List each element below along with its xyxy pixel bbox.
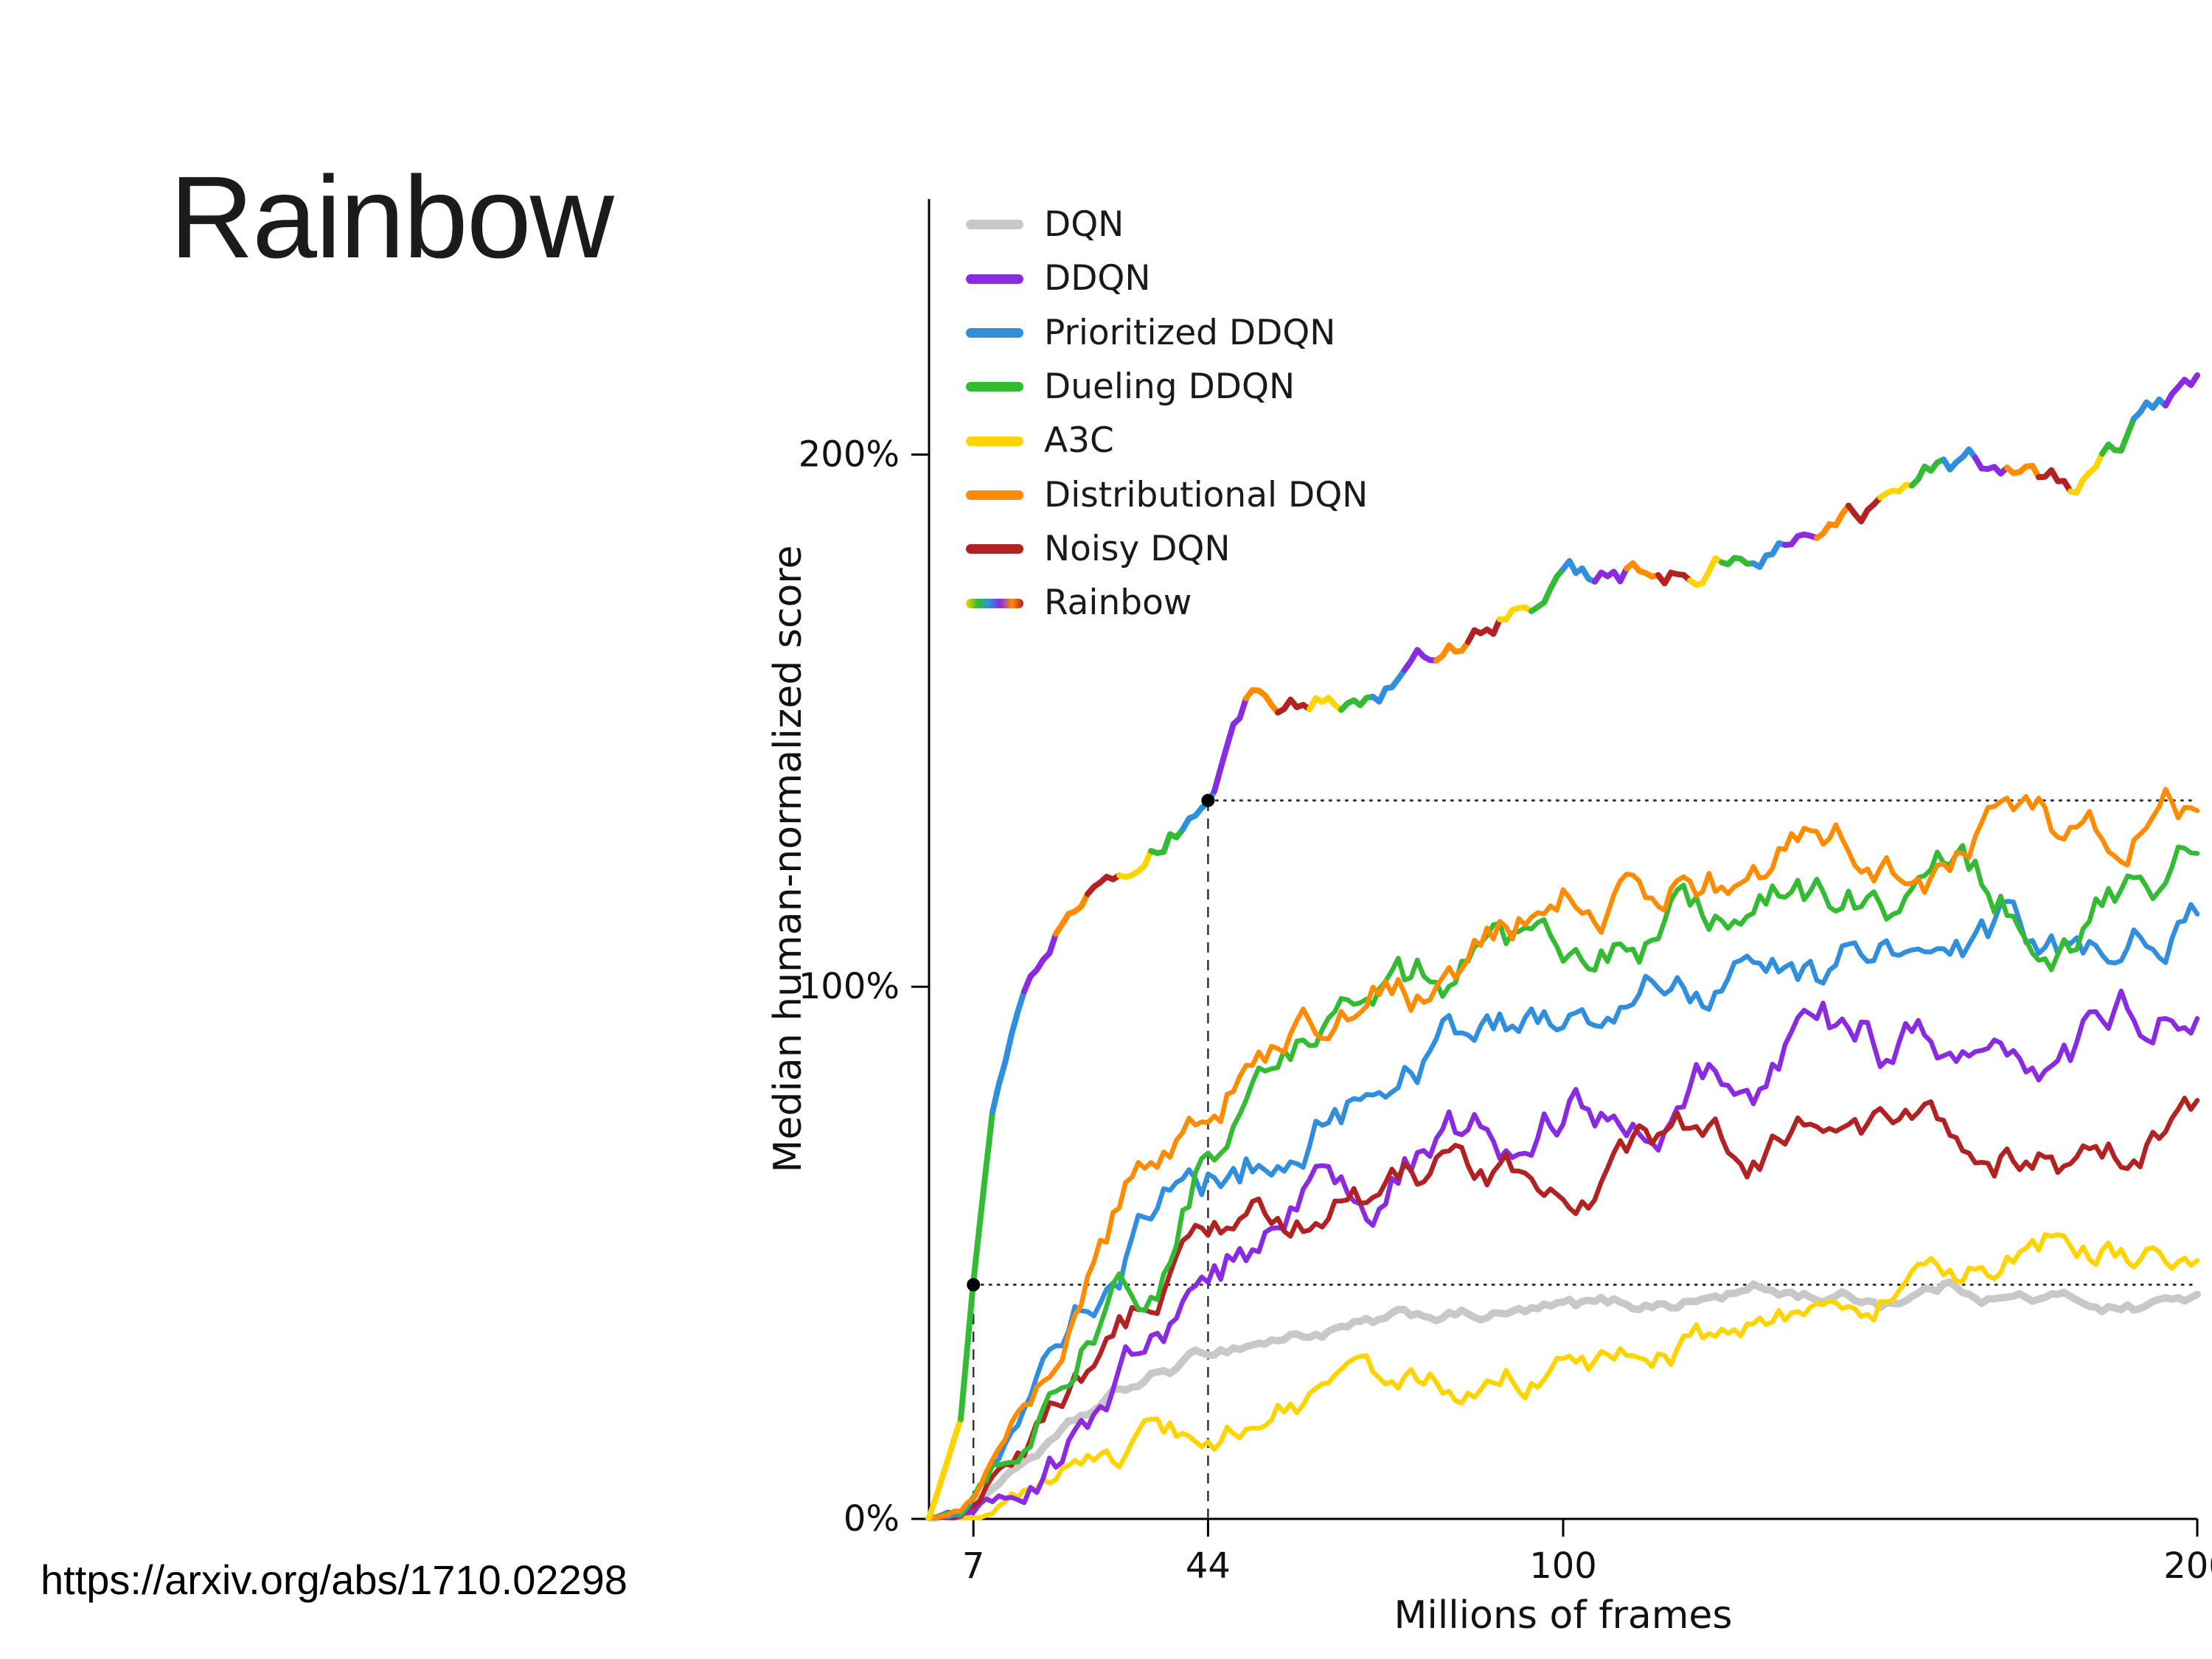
marker-dot-7 [967,1278,981,1292]
legend-item-prioritized-ddqn: Prioritized DDQN [966,312,1368,353]
y-axis-label: Median human-normalized score [767,545,810,1172]
series-line-rainbow-segment [1972,454,2010,477]
series-line-rainbow-segment [1243,686,1281,716]
y-tick-label: 100% [799,966,900,1007]
series-line-rainbow-segment [1560,557,1598,585]
legend-item-dqn: DQN [966,206,1368,243]
series-line-rainbow-segment [1814,502,1851,541]
series-line-rainbow-segment [1846,494,1883,525]
chart-legend: DQN DDQN Prioritized DDQN Dueling DDQN A… [966,206,1368,622]
chart-area: 0% 100% 200% 7 44 100 200 Millions of frames Med… [767,133,2212,1637]
series-line-rainbow-segment [1687,555,1725,588]
legend-swatch-distributional-dqn-icon [966,490,1023,500]
series-line-rainbow-segment [2004,462,2042,481]
series-line-rainbow-segment [1275,696,1312,716]
legend-label-ddqn: DDQN [1044,258,1151,299]
legend-item-distributional-dqn: Distributional DQN [966,474,1368,515]
series-line-distributional-dqn [926,787,2200,1520]
legend-label-prioritized-ddqn: Prioritized DDQN [1044,312,1336,353]
series-line-rainbow-segment [1338,694,1376,713]
x-tick-label: 200 [2163,1545,2212,1587]
series-line-rainbow-segment [1116,848,1154,880]
series-line-rainbow-segment [990,988,1027,1116]
series-line-rainbow-segment [1148,827,1186,856]
series-line-rainbow-segment [1750,540,1788,570]
series-line-rainbow-segment [1085,872,1122,897]
series-line-rainbow-segment [1909,456,1947,489]
series-line-rainbow-segment [1877,481,1915,501]
x-tick-label: 100 [1529,1545,1597,1587]
series-line-rainbow-segment [1370,667,1408,705]
series-line-rainbow-segment [1021,931,1059,995]
x-tick-label: 7 [962,1545,985,1587]
y-tick-label: 0% [844,1498,900,1540]
legend-label-noisy-dqn: Noisy DQN [1044,529,1231,570]
legend-label-dueling-ddqn: Dueling DDQN [1044,366,1295,408]
series-line-dqn [925,1278,2201,1522]
series-line-rainbow-segment [2131,396,2168,422]
legend-swatch-rainbow-icon [966,598,1023,608]
legend-item-dueling-ddqn: Dueling DDQN [966,369,1368,405]
legend-swatch-dqn-icon [966,220,1023,230]
legend-label-dqn: DQN [1044,204,1124,245]
series-line-rainbow-segment [2067,451,2105,496]
series-line-rainbow-segment [2163,372,2200,408]
series-line-rainbow-segment [1655,569,1693,587]
series-line-rainbow-segment [1941,446,1978,473]
legend-swatch-ddqn-icon [966,274,1023,284]
series-line-ddqn [926,988,2200,1520]
series-line-rainbow-segment [2036,467,2073,495]
series-line-rainbow-segment [1528,566,1566,614]
series-line-rainbow-segment [1497,604,1534,623]
x-axis-label: Millions of frames [1394,1593,1733,1637]
series-line-rainbow-segment [926,1416,964,1521]
series-line-rainbow-segment [958,1109,995,1422]
series-line-rainbow-segment [1307,695,1344,713]
line-chart-svg: 0% 100% 200% 7 44 100 200 Millions of frames Med… [767,199,2212,1637]
legend-swatch-dueling-ddqn-icon [966,382,1023,392]
source-url[interactable]: https://arxiv.org/abs/1710.02298 [41,1557,627,1603]
series-line-rainbow-segment [1465,616,1503,645]
legend-swatch-noisy-dqn-icon [966,544,1023,554]
series-line-prioritized-ddqn [926,899,2200,1520]
series-line-rainbow-segment [1782,531,1820,548]
series-line-rainbow-segment [1433,639,1471,664]
legend-item-rainbow: Rainbow [966,582,1368,624]
series-line-noisy-dqn [926,1096,2200,1520]
series-line-rainbow-segment [1592,566,1630,585]
y-tick-label: 200% [799,434,900,475]
series-line-rainbow-segment [1211,695,1249,794]
series-line-a3c [926,1232,2200,1520]
legend-item-noisy-dqn: Noisy DQN [966,531,1368,567]
series-line-rainbow-segment [1402,647,1439,673]
x-tick-label: 44 [1186,1545,1231,1587]
series-line-rainbow-segment [1053,891,1091,937]
legend-item-a3c: A3C [966,422,1368,459]
series-line-rainbow-segment [1624,560,1661,580]
series-line-dueling-ddqn [926,843,2200,1520]
legend-label-distributional-dqn: Distributional DQN [1044,474,1368,515]
series-line-rainbow-segment [2099,415,2137,457]
legend-swatch-a3c-icon [966,436,1023,446]
legend-item-ddqn: DDQN [966,258,1368,299]
series-line-rainbow-segment [1719,554,1756,568]
slide-title: Rainbow [170,153,614,282]
marker-dot-44 [1201,793,1215,807]
legend-swatch-prioritized-ddqn-icon [966,327,1023,338]
legend-label-rainbow: Rainbow [1044,582,1192,624]
legend-label-a3c: A3C [1044,420,1114,462]
